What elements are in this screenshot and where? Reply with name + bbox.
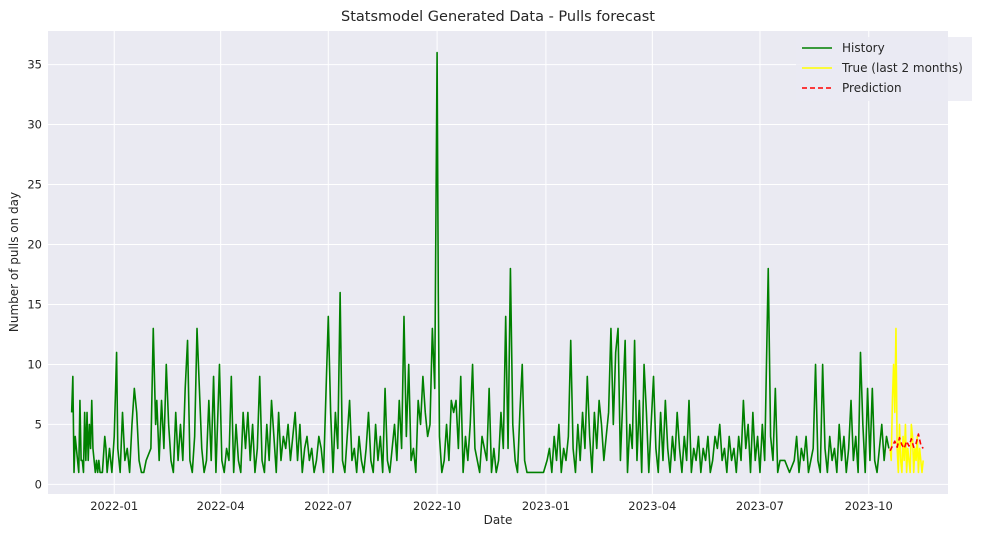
x-tick-label: 2023-04 — [628, 499, 676, 513]
y-axis-title: Number of pulls on day — [7, 192, 21, 332]
prediction-series-line — [889, 433, 924, 452]
plot-background — [48, 31, 948, 494]
x-tick-label: 2022-01 — [90, 499, 138, 513]
y-tick-label: 15 — [27, 297, 42, 311]
tick-labels: 0 5 10 15 20 25 30 35 2022-01 2022-04 2022-07 2022-… — [27, 58, 892, 513]
chart-title: Statsmodel Generated Data - Pulls foreca… — [341, 9, 655, 25]
legend: History True (last 2 months) Prediction — [796, 37, 972, 101]
x-tick-label: 2023-07 — [736, 499, 784, 513]
x-tick-label: 2022-10 — [413, 499, 461, 513]
y-tick-label: 10 — [27, 357, 42, 371]
y-tick-label: 25 — [27, 178, 42, 192]
history-series-line — [70, 51, 890, 474]
x-axis-title: Date — [484, 513, 513, 527]
y-tick-label: 30 — [27, 118, 42, 132]
series-layer — [70, 51, 924, 474]
true-series-line — [889, 327, 924, 474]
x-tick-label: 2022-07 — [304, 499, 352, 513]
y-tick-label: 20 — [27, 238, 42, 252]
legend-label-true: True (last 2 months) — [841, 61, 963, 75]
y-tick-label: 35 — [27, 58, 42, 72]
x-tick-label: 2023-10 — [845, 499, 893, 513]
legend-label-history: History — [842, 41, 885, 55]
y-tick-label: 5 — [35, 417, 42, 431]
x-tick-label: 2022-04 — [197, 499, 245, 513]
y-tick-label: 0 — [35, 477, 42, 491]
x-tick-label: 2023-01 — [522, 499, 570, 513]
legend-label-prediction: Prediction — [842, 81, 902, 95]
